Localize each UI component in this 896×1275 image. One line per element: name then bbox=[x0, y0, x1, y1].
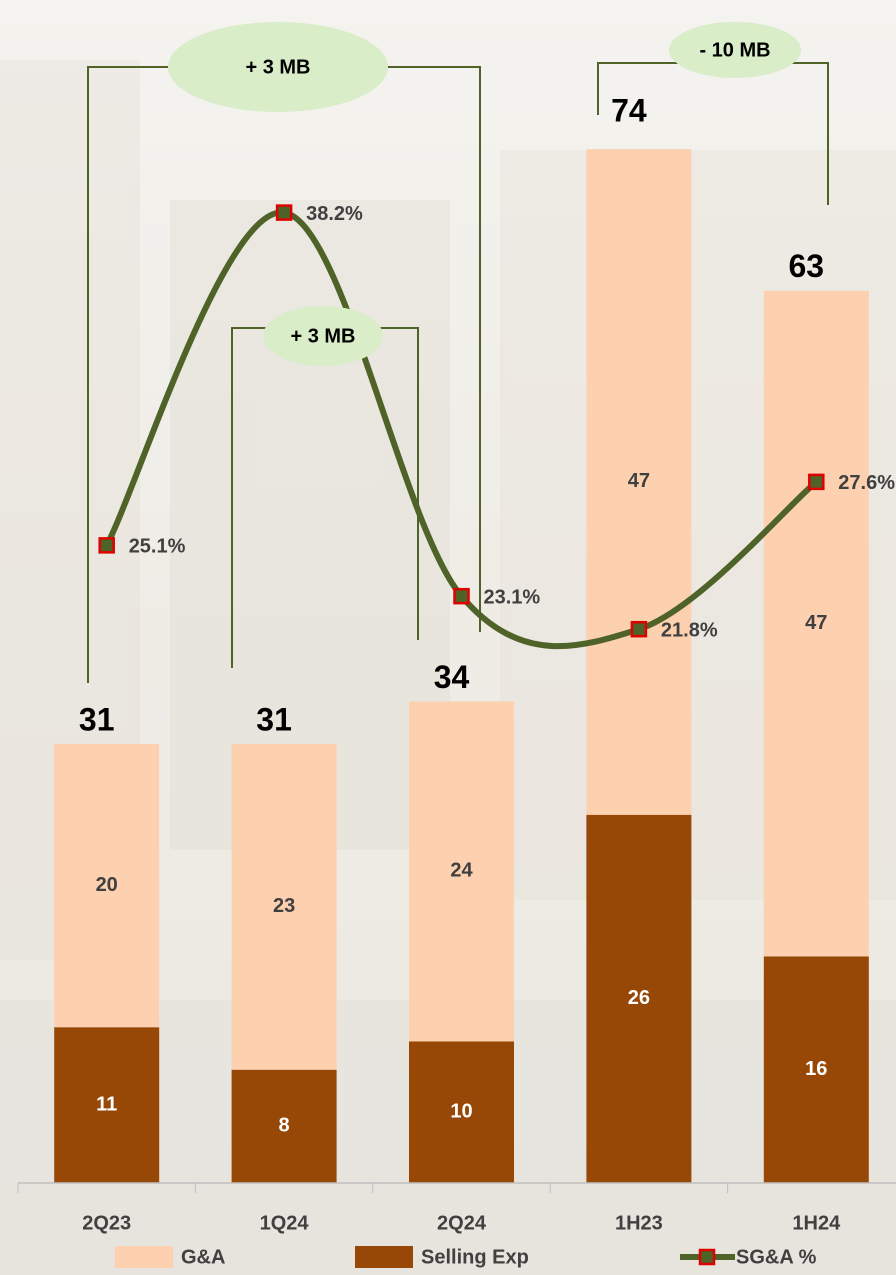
line-value-label: 25.1% bbox=[129, 536, 186, 558]
bar-segment bbox=[54, 1027, 160, 1183]
x-tick-label: 2Q24 bbox=[437, 1212, 487, 1234]
legend-swatch bbox=[355, 1246, 413, 1268]
bar-segment bbox=[231, 1069, 337, 1183]
legend-label: SG&A % bbox=[736, 1246, 817, 1268]
bar-segment bbox=[586, 149, 692, 815]
line-value-label: 38.2% bbox=[306, 203, 363, 225]
bar-segment bbox=[231, 743, 337, 1070]
bar-value-label: 8 bbox=[279, 1115, 290, 1137]
annotation-bubble bbox=[669, 22, 801, 78]
legend-swatch bbox=[115, 1246, 173, 1268]
line-marker bbox=[98, 537, 115, 554]
line-series bbox=[104, 209, 819, 650]
bar-value-label: 20 bbox=[96, 874, 118, 896]
bar-segment bbox=[409, 1041, 514, 1183]
x-tick-label: 1H24 bbox=[792, 1212, 841, 1234]
bar-value-label: 47 bbox=[628, 470, 650, 492]
bar-segment bbox=[586, 814, 692, 1183]
bar-segment bbox=[54, 743, 160, 1028]
x-tick-label: 2Q23 bbox=[82, 1212, 131, 1234]
bar-value-label: 23 bbox=[273, 895, 295, 917]
legend-swatch bbox=[698, 1248, 716, 1266]
bar-segment bbox=[409, 701, 514, 1042]
line-marker bbox=[453, 587, 470, 605]
bar-value-label: 47 bbox=[805, 612, 827, 634]
bar-value-label: 24 bbox=[450, 860, 473, 882]
annotation-label: + 3 MB bbox=[290, 325, 355, 347]
bar-value-label: 11 bbox=[96, 1093, 117, 1115]
bar-value-label: 16 bbox=[805, 1058, 827, 1080]
annotation-bubble bbox=[263, 306, 383, 366]
total-label: 63 bbox=[789, 248, 825, 284]
total-label: 31 bbox=[256, 701, 292, 737]
total-label: 31 bbox=[79, 701, 115, 737]
total-label: 74 bbox=[611, 92, 647, 128]
line-value-label: 23.1% bbox=[484, 586, 541, 608]
line-marker bbox=[275, 204, 293, 221]
line-value-label: 27.6% bbox=[838, 472, 895, 494]
total-label: 34 bbox=[434, 659, 470, 695]
bar-value-label: 10 bbox=[450, 1100, 472, 1122]
line-value-label: 21.8% bbox=[661, 619, 718, 641]
annotation-bubble bbox=[168, 22, 388, 112]
bar-value-label: 26 bbox=[628, 987, 650, 1009]
x-tick-label: 1Q24 bbox=[260, 1212, 310, 1234]
annotation-label: - 10 MB bbox=[699, 39, 770, 61]
annotation-label: + 3 MB bbox=[245, 56, 310, 78]
line-marker bbox=[630, 620, 648, 638]
line-marker bbox=[808, 473, 825, 491]
legend-label: Selling Exp bbox=[421, 1246, 529, 1268]
bar-segment bbox=[763, 956, 869, 1183]
legend-label: G&A bbox=[181, 1246, 225, 1268]
x-tick-label: 1H23 bbox=[615, 1212, 663, 1234]
bar-segment bbox=[763, 290, 869, 957]
